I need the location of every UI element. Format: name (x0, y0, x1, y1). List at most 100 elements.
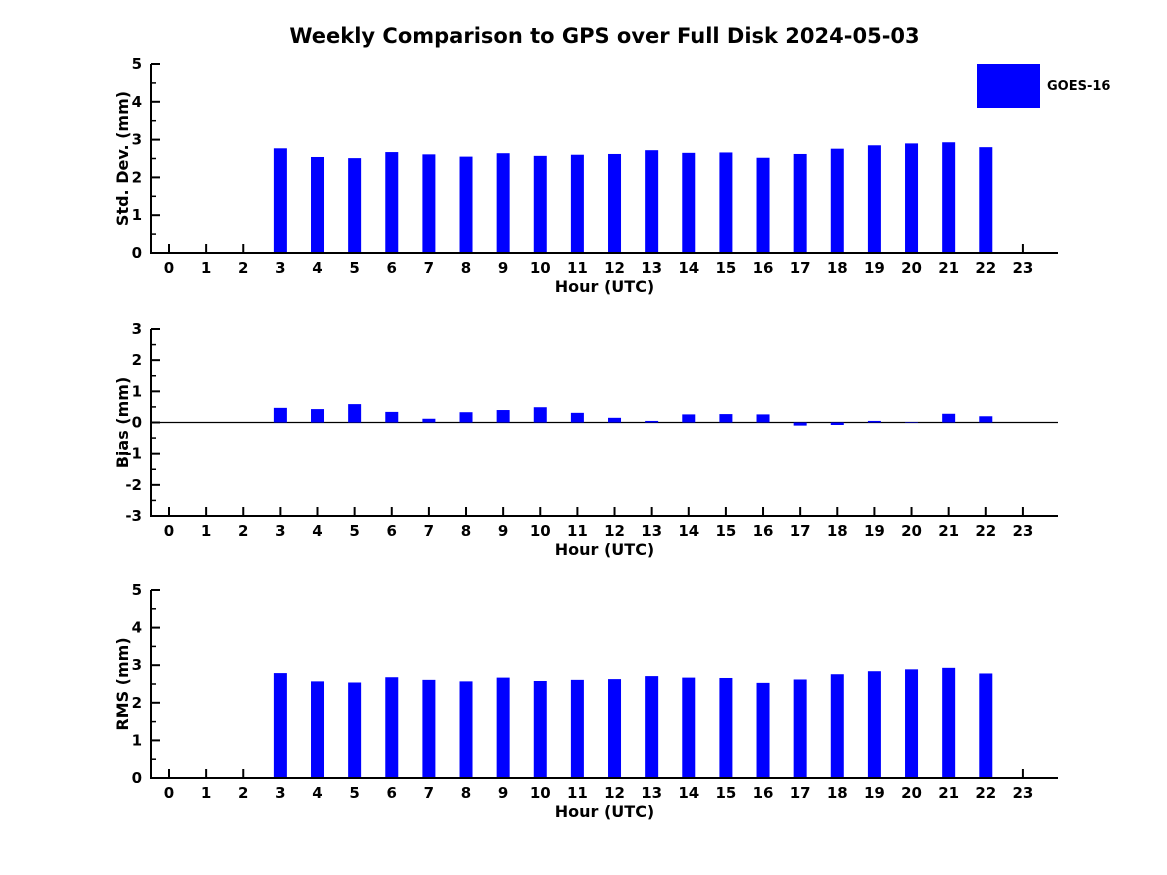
y-tick-label: 0 (132, 414, 142, 432)
x-tick-label: 6 (387, 784, 397, 802)
y-tick-label: -1 (125, 445, 142, 463)
y-tick-label: 1 (132, 206, 142, 224)
x-tick-label: 12 (604, 784, 625, 802)
x-tick-label: 19 (864, 784, 885, 802)
x-tick-label: 7 (424, 259, 434, 277)
bar-hour-7 (422, 154, 436, 253)
bar-hour-22 (979, 673, 993, 778)
bar-hour-7 (422, 679, 436, 778)
bar-hour-12 (608, 417, 622, 423)
bar-hour-14 (682, 414, 696, 423)
bar-hour-5 (348, 404, 362, 423)
x-tick-label: 23 (1012, 522, 1033, 540)
x-tick-label: 1 (201, 259, 211, 277)
bar-hour-12 (608, 153, 622, 253)
x-tick-label: 6 (387, 259, 397, 277)
y-tick-label: 4 (132, 93, 142, 111)
y-axis-label: Bias (mm) (113, 377, 132, 469)
y-tick-label: 1 (132, 731, 142, 749)
x-tick-label: 9 (498, 259, 508, 277)
x-tick-label: 13 (641, 259, 662, 277)
bar-hour-18 (830, 422, 844, 425)
bar-hour-18 (830, 674, 844, 778)
y-tick-label: 3 (132, 656, 142, 674)
x-tick-label: 20 (901, 784, 922, 802)
bar-hour-11 (570, 412, 584, 423)
bar-hour-4 (311, 681, 325, 778)
x-tick-label: 8 (461, 784, 471, 802)
x-tick-label: 11 (567, 259, 588, 277)
bar-hour-19 (867, 671, 881, 778)
bar-hour-15 (719, 414, 733, 423)
x-tick-label: 15 (715, 522, 736, 540)
x-tick-label: 23 (1012, 784, 1033, 802)
y-tick-label: -3 (125, 507, 142, 525)
bar-hour-20 (905, 143, 919, 253)
x-tick-label: 2 (238, 259, 248, 277)
x-tick-label: 2 (238, 784, 248, 802)
x-tick-label: 8 (461, 522, 471, 540)
bar-hour-10 (533, 407, 547, 423)
x-tick-label: 19 (864, 259, 885, 277)
x-tick-label: 18 (827, 259, 848, 277)
bar-hour-17 (793, 153, 807, 253)
bar-hour-14 (682, 152, 696, 253)
x-tick-label: 6 (387, 522, 397, 540)
bar-hour-6 (385, 152, 399, 253)
bar-hour-5 (348, 682, 362, 778)
x-tick-label: 21 (938, 522, 959, 540)
bar-hour-18 (830, 148, 844, 253)
x-tick-label: 4 (312, 522, 322, 540)
x-tick-label: 0 (164, 522, 174, 540)
bar-hour-5 (348, 158, 362, 253)
bar-hour-15 (719, 152, 733, 253)
bar-hour-16 (756, 157, 770, 253)
x-tick-label: 3 (275, 522, 285, 540)
bar-hour-6 (385, 411, 399, 423)
bar-hour-22 (979, 416, 993, 423)
x-tick-label: 14 (678, 784, 699, 802)
x-axis-label: Hour (UTC) (555, 540, 655, 559)
bar-hour-17 (793, 422, 807, 426)
bar-hour-3 (273, 673, 287, 778)
x-tick-label: 1 (201, 522, 211, 540)
bar-hour-15 (719, 677, 733, 778)
bar-hour-21 (942, 667, 956, 778)
x-tick-label: 23 (1012, 259, 1033, 277)
bar-hour-6 (385, 677, 399, 778)
y-tick-label: 1 (132, 382, 142, 400)
x-tick-label: 9 (498, 784, 508, 802)
x-tick-label: 0 (164, 784, 174, 802)
x-tick-label: 14 (678, 522, 699, 540)
x-tick-label: 17 (790, 784, 811, 802)
x-tick-label: 9 (498, 522, 508, 540)
x-tick-label: 12 (604, 522, 625, 540)
y-tick-label: 5 (132, 55, 142, 73)
bar-hour-4 (311, 409, 325, 423)
bar-hour-10 (533, 155, 547, 253)
bar-hour-8 (459, 412, 473, 423)
y-tick-label: 0 (132, 244, 142, 262)
x-tick-label: 16 (753, 522, 774, 540)
bar-hour-17 (793, 679, 807, 778)
y-tick-label: -2 (125, 476, 142, 494)
x-tick-label: 4 (312, 259, 322, 277)
x-tick-label: 18 (827, 784, 848, 802)
y-axis-label: Std. Dev. (mm) (113, 91, 132, 226)
bar-hour-9 (496, 153, 510, 253)
x-tick-label: 5 (349, 259, 359, 277)
x-axis-label: Hour (UTC) (555, 277, 655, 296)
y-tick-label: 2 (132, 694, 142, 712)
legend-swatch (977, 64, 1040, 108)
y-tick-label: 0 (132, 769, 142, 787)
x-tick-label: 14 (678, 259, 699, 277)
x-tick-label: 8 (461, 259, 471, 277)
x-tick-label: 5 (349, 784, 359, 802)
bar-hour-9 (496, 677, 510, 778)
bar-hour-9 (496, 410, 510, 423)
x-tick-label: 20 (901, 522, 922, 540)
x-tick-label: 3 (275, 784, 285, 802)
x-tick-label: 16 (753, 259, 774, 277)
